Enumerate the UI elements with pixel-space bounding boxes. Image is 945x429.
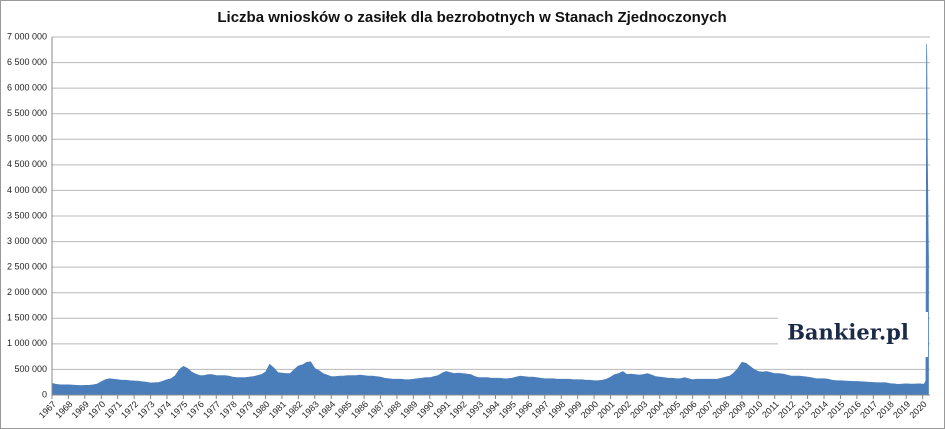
y-tick-label: 2 500 000 <box>7 262 47 272</box>
area <box>51 43 929 396</box>
y-tick-label: 7 000 000 <box>7 31 47 41</box>
logo-box <box>778 312 928 357</box>
y-tick-label: 4 500 000 <box>7 159 47 169</box>
y-tick-label: 4 000 000 <box>7 185 47 195</box>
y-tick-label: 6 500 000 <box>7 57 47 67</box>
y-tick-label: 1 500 000 <box>7 313 47 323</box>
y-tick-label: 6 000 000 <box>7 83 47 93</box>
y-tick-label: 0 <box>42 389 47 399</box>
y-tick-label: 2 000 000 <box>7 287 47 297</box>
y-tick-label: 500 000 <box>14 364 47 374</box>
y-tick-label: 5 500 000 <box>7 108 47 118</box>
y-tick-label: 5 000 000 <box>7 134 47 144</box>
y-tick-label: 1 000 000 <box>7 338 47 348</box>
y-tick-label: 3 000 000 <box>7 236 47 246</box>
y-tick-label: 3 500 000 <box>7 210 47 220</box>
chart-title: Liczba wniosków o zasiłek dla bezrobotny… <box>217 9 726 26</box>
watermark: Bankier.pl <box>787 320 909 345</box>
